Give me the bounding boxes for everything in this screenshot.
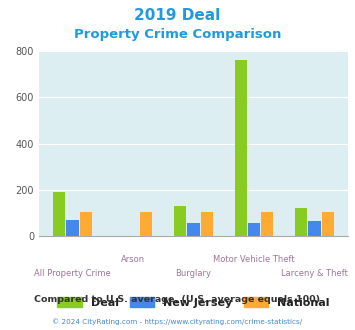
Text: Larceny & Theft: Larceny & Theft [281,269,348,278]
Bar [53,192,65,236]
Bar [235,60,247,236]
Text: Motor Vehicle Theft: Motor Vehicle Theft [213,255,295,264]
Bar [322,212,334,236]
Bar [295,208,307,236]
Text: Property Crime Comparison: Property Crime Comparison [74,28,281,41]
Bar [261,212,273,236]
Bar [80,212,92,236]
Text: All Property Crime: All Property Crime [34,269,111,278]
Text: Compared to U.S. average. (U.S. average equals 100): Compared to U.S. average. (U.S. average … [34,295,321,304]
Bar [187,222,200,236]
Text: © 2024 CityRating.com - https://www.cityrating.com/crime-statistics/: © 2024 CityRating.com - https://www.city… [53,318,302,325]
Text: Arson: Arson [121,255,145,264]
Bar [66,220,78,236]
Bar [308,221,321,236]
Bar [248,222,260,236]
Legend: Deal, New Jersey, National: Deal, New Jersey, National [58,297,329,308]
Bar [174,206,186,236]
Text: Burglary: Burglary [175,269,212,278]
Bar [140,212,152,236]
Text: 2019 Deal: 2019 Deal [135,8,220,23]
Bar [201,212,213,236]
